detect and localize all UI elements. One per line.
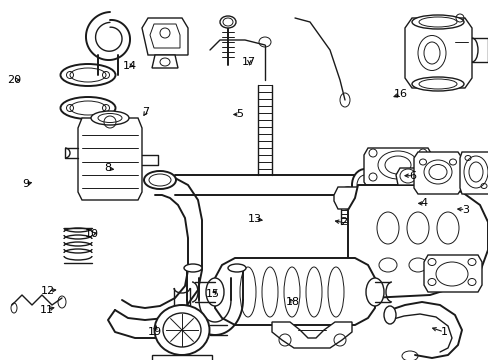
Polygon shape bbox=[150, 24, 180, 48]
Text: 3: 3 bbox=[461, 204, 468, 215]
Text: 19: 19 bbox=[147, 327, 161, 337]
Ellipse shape bbox=[154, 305, 209, 355]
Text: 9: 9 bbox=[22, 179, 29, 189]
Ellipse shape bbox=[61, 97, 115, 119]
Ellipse shape bbox=[411, 77, 463, 91]
Text: 6: 6 bbox=[409, 171, 416, 181]
Text: 2: 2 bbox=[339, 217, 346, 228]
Ellipse shape bbox=[227, 264, 245, 272]
Ellipse shape bbox=[220, 16, 236, 28]
Ellipse shape bbox=[337, 187, 357, 209]
Text: 13: 13 bbox=[248, 214, 262, 224]
Text: 16: 16 bbox=[393, 89, 407, 99]
Polygon shape bbox=[152, 55, 178, 68]
Text: 15: 15 bbox=[205, 289, 219, 300]
Polygon shape bbox=[459, 152, 488, 194]
Ellipse shape bbox=[91, 111, 129, 125]
Text: 11: 11 bbox=[40, 305, 53, 315]
Polygon shape bbox=[347, 185, 487, 298]
Text: 14: 14 bbox=[122, 60, 136, 71]
Polygon shape bbox=[142, 18, 187, 55]
Polygon shape bbox=[404, 18, 471, 88]
Text: 10: 10 bbox=[85, 229, 99, 239]
Polygon shape bbox=[363, 148, 431, 188]
Ellipse shape bbox=[383, 306, 395, 324]
Ellipse shape bbox=[183, 264, 202, 272]
Polygon shape bbox=[152, 355, 212, 360]
Text: 18: 18 bbox=[285, 297, 299, 307]
Polygon shape bbox=[333, 187, 361, 209]
Ellipse shape bbox=[205, 278, 224, 306]
Polygon shape bbox=[423, 255, 481, 292]
Ellipse shape bbox=[61, 64, 115, 86]
Polygon shape bbox=[395, 168, 419, 185]
Polygon shape bbox=[215, 258, 374, 325]
Text: 12: 12 bbox=[41, 286, 55, 296]
Ellipse shape bbox=[365, 278, 383, 306]
Polygon shape bbox=[413, 152, 461, 194]
Text: 5: 5 bbox=[236, 109, 243, 120]
Polygon shape bbox=[78, 118, 142, 200]
Polygon shape bbox=[271, 322, 351, 348]
Ellipse shape bbox=[411, 15, 463, 29]
Text: 20: 20 bbox=[8, 75, 21, 85]
Text: 4: 4 bbox=[420, 198, 427, 208]
Ellipse shape bbox=[143, 171, 176, 189]
Text: 17: 17 bbox=[242, 57, 256, 67]
Text: 1: 1 bbox=[440, 327, 447, 337]
Text: 8: 8 bbox=[104, 163, 111, 174]
Text: 7: 7 bbox=[142, 107, 149, 117]
Ellipse shape bbox=[351, 169, 377, 201]
